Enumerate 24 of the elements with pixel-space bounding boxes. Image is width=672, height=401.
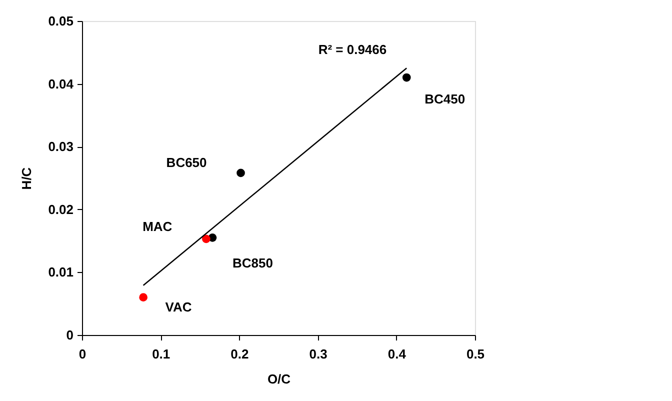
x-tick-label: 0.3 [309, 346, 328, 362]
point [202, 234, 210, 244]
x-tick-label: 0.4 [388, 346, 407, 362]
x-tick-label: 0.2 [230, 346, 249, 362]
point [402, 73, 411, 82]
x-axis-title: O/C [267, 372, 292, 386]
x-tick-label: 0 [78, 346, 86, 362]
annotation: MAC [142, 218, 173, 234]
annotation: BC850 [232, 256, 273, 271]
y-tick-label: 0.01 [48, 264, 74, 280]
annotation: R² = 0.9466 [318, 42, 387, 58]
point [236, 168, 245, 178]
y-tick-label: 0.02 [48, 202, 74, 217]
y-tick-label: 0.05 [48, 14, 74, 28]
point [139, 293, 148, 302]
y-tick-label: 0 [66, 328, 74, 342]
y-tick-label: 0.03 [48, 139, 74, 154]
x-tick-label: 0.5 [466, 346, 485, 362]
annotation: VAC [165, 299, 192, 314]
annotation: BC450 [424, 92, 466, 107]
y-tick-label: 0.04 [48, 76, 74, 92]
annotation: BC650 [166, 154, 207, 170]
x-tick-label: 0.1 [152, 346, 170, 362]
y-axis-title: H/C [19, 166, 34, 190]
